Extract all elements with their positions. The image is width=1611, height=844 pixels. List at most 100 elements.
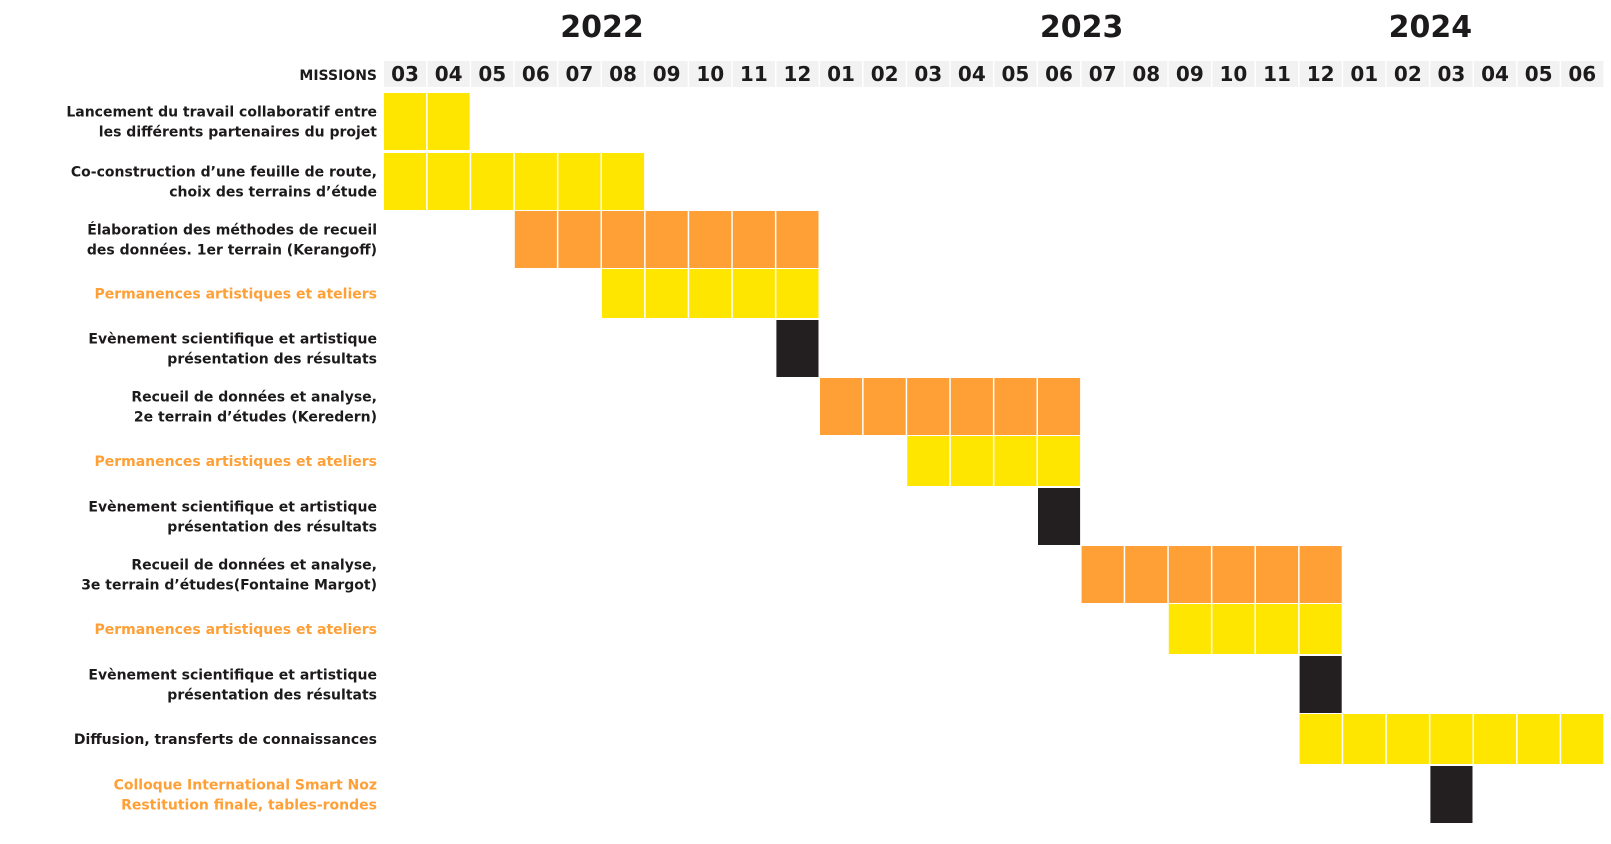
month-label-9: 12 bbox=[784, 62, 812, 86]
month-cell-12 bbox=[907, 61, 950, 87]
month-label-8: 11 bbox=[740, 62, 768, 86]
task-6-cell-14 bbox=[994, 436, 1037, 486]
task-8-cell-18 bbox=[1168, 546, 1211, 603]
month-cell-0 bbox=[384, 61, 427, 87]
task-row-6: Permanences artistiques et ateliers bbox=[94, 436, 1081, 486]
task-label-1-line-0: Co-construction d’une feuille de route, bbox=[71, 165, 377, 181]
task-11-cell-22 bbox=[1343, 714, 1386, 764]
month-label-5: 08 bbox=[609, 62, 637, 86]
month-cell-9 bbox=[776, 61, 819, 87]
task-label-8-line-0: Recueil de données et analyse, bbox=[131, 558, 377, 574]
task-row-8: Recueil de données et analyse, 3e terrain… bbox=[81, 546, 1342, 603]
task-10-cell-21 bbox=[1299, 656, 1342, 713]
month-label-21: 12 bbox=[1307, 62, 1335, 86]
task-row-9: Permanences artistiques et ateliers bbox=[94, 604, 1342, 654]
month-cell-24 bbox=[1430, 61, 1473, 87]
task-8-cell-16 bbox=[1081, 546, 1124, 603]
month-label-14: 05 bbox=[1002, 62, 1030, 86]
task-12-cell-24 bbox=[1430, 766, 1473, 823]
task-label-0-line-0: Lancement du travail collaboratif entre bbox=[66, 105, 377, 121]
month-label-4: 07 bbox=[566, 62, 594, 86]
task-label-12-line-1: Restitution finale, tables-rondes bbox=[121, 798, 377, 814]
task-label-2-line-1: des données. 1er terrain (Kerangoff) bbox=[87, 243, 377, 259]
task-6-cell-13 bbox=[950, 436, 993, 486]
task-1-cell-3 bbox=[514, 153, 557, 210]
task-3-cell-9 bbox=[776, 269, 819, 318]
month-label-22: 01 bbox=[1350, 62, 1378, 86]
task-8-cell-19 bbox=[1212, 546, 1255, 603]
task-rows: Lancement du travail collaboratif entre l… bbox=[66, 93, 1604, 823]
month-cell-16 bbox=[1081, 61, 1124, 87]
month-cell-10 bbox=[820, 61, 863, 87]
month-cell-26 bbox=[1517, 61, 1560, 87]
task-6-cell-15 bbox=[1038, 436, 1081, 486]
task-5-cell-10 bbox=[820, 378, 863, 435]
task-label-9-line-0: Permanences artistiques et ateliers bbox=[94, 622, 377, 638]
year-label-2023: 2023 bbox=[1040, 10, 1124, 45]
task-3-cell-8 bbox=[732, 269, 775, 318]
task-2-cell-6 bbox=[645, 211, 688, 268]
month-label-17: 08 bbox=[1132, 62, 1160, 86]
task-label-11-line-0: Diffusion, transferts de connaissances bbox=[74, 732, 377, 748]
task-label-7-line-1: présentation des résultats bbox=[167, 520, 377, 536]
month-label-7: 10 bbox=[696, 62, 724, 86]
task-label-7-line-0: Evènement scientifique et artistique bbox=[88, 500, 377, 516]
task-11-cell-26 bbox=[1517, 714, 1560, 764]
month-label-11: 02 bbox=[871, 62, 899, 86]
month-cell-20 bbox=[1256, 61, 1299, 87]
task-1-cell-1 bbox=[427, 153, 470, 210]
year-labels: 2022 2023 2024 bbox=[560, 10, 1472, 45]
task-label-5-line-0: Recueil de données et analyse, bbox=[131, 390, 377, 406]
task-label-8-line-1: 3e terrain d’études(Fontaine Margot) bbox=[81, 578, 377, 594]
task-row-11: Diffusion, transferts de connaissances bbox=[74, 714, 1604, 764]
task-8-cell-21 bbox=[1299, 546, 1342, 603]
task-label-4-line-0: Evènement scientifique et artistique bbox=[88, 332, 377, 348]
task-label-10-line-0: Evènement scientifique et artistique bbox=[88, 668, 377, 684]
month-label-26: 05 bbox=[1525, 62, 1553, 86]
task-row-4: Evènement scientifique et artistique prés… bbox=[88, 320, 819, 377]
task-row-1: Co-construction d’une feuille de route, c… bbox=[71, 153, 645, 210]
task-9-cell-19 bbox=[1212, 604, 1255, 654]
month-cell-5 bbox=[602, 61, 645, 87]
task-row-5: Recueil de données et analyse, 2e terrain… bbox=[131, 378, 1081, 435]
month-cell-2 bbox=[471, 61, 514, 87]
task-row-7: Evènement scientifique et artistique prés… bbox=[88, 488, 1081, 545]
month-label-3: 06 bbox=[522, 62, 550, 86]
month-cell-15 bbox=[1038, 61, 1081, 87]
task-2-cell-3 bbox=[514, 211, 557, 268]
task-9-cell-21 bbox=[1299, 604, 1342, 654]
task-label-6-line-0: Permanences artistiques et ateliers bbox=[94, 454, 377, 470]
month-label-27: 06 bbox=[1568, 62, 1596, 86]
month-cell-8 bbox=[732, 61, 775, 87]
task-4-cell-9 bbox=[776, 320, 819, 377]
month-label-13: 04 bbox=[958, 62, 986, 86]
task-3-cell-6 bbox=[645, 269, 688, 318]
task-0-cell-0 bbox=[384, 93, 427, 150]
task-label-10-line-1: présentation des résultats bbox=[167, 688, 377, 704]
task-2-cell-9 bbox=[776, 211, 819, 268]
task-1-cell-2 bbox=[471, 153, 514, 210]
month-label-16: 07 bbox=[1089, 62, 1117, 86]
month-label-6: 09 bbox=[653, 62, 681, 86]
task-row-2: Élaboration des méthodes de recueil des d… bbox=[87, 211, 819, 268]
month-label-18: 09 bbox=[1176, 62, 1204, 86]
task-2-cell-5 bbox=[602, 211, 645, 268]
task-5-cell-14 bbox=[994, 378, 1037, 435]
month-cell-6 bbox=[645, 61, 688, 87]
task-8-cell-17 bbox=[1125, 546, 1168, 603]
task-0-cell-1 bbox=[427, 93, 470, 150]
task-2-cell-8 bbox=[732, 211, 775, 268]
month-label-19: 10 bbox=[1220, 62, 1248, 86]
month-cell-1 bbox=[427, 61, 470, 87]
month-cell-4 bbox=[558, 61, 601, 87]
task-8-cell-20 bbox=[1256, 546, 1299, 603]
task-11-cell-21 bbox=[1299, 714, 1342, 764]
task-5-cell-12 bbox=[907, 378, 950, 435]
task-9-cell-20 bbox=[1256, 604, 1299, 654]
month-cell-11 bbox=[863, 61, 906, 87]
month-cell-27 bbox=[1561, 61, 1604, 87]
month-label-12: 03 bbox=[914, 62, 942, 86]
task-1-cell-0 bbox=[384, 153, 427, 210]
month-label-10: 01 bbox=[827, 62, 855, 86]
